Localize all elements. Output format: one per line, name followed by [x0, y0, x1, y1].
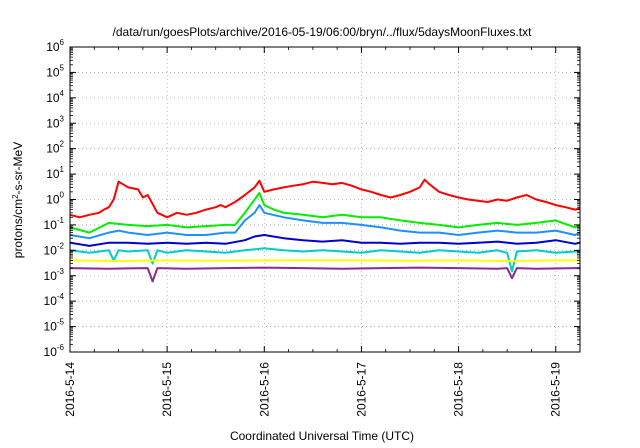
x-tick-label: 2016-5-16	[257, 362, 271, 417]
y-axis-label: protons/cm2-s-sr-MeV	[11, 142, 26, 258]
y-tick-label: 10-1	[44, 216, 65, 232]
series-line	[69, 178, 581, 219]
y-tick-label: 10-4	[44, 292, 65, 308]
series-group	[69, 178, 581, 283]
y-tick-label: 102	[46, 140, 64, 156]
y-axis-ticks: 10-6 10-5 10-4 10-3 10-2 10-1 100 101 102 103 104 1…	[44, 38, 580, 359]
y-tick-label: 104	[46, 89, 64, 105]
x-tick-label: 2016-5-14	[63, 362, 77, 417]
y-tick-label: 100	[46, 191, 64, 207]
y-tick-label: 10-2	[44, 241, 65, 257]
x-axis-label: Coordinated Universal Time (UTC)	[230, 429, 414, 443]
x-axis-ticks: 2016-5-14 2016-5-15 2016-5-16 2016-5-17 2016…	[63, 47, 581, 417]
series-line	[69, 192, 581, 234]
series-line	[69, 259, 580, 262]
x-tick-label: 2016-5-18	[452, 362, 466, 417]
y-tick-label: 10-6	[44, 343, 65, 359]
chart-title: /data/run/goesPlots/archive/2016-05-19/0…	[113, 25, 533, 39]
series-line	[69, 204, 581, 240]
y-tick-label: 103	[46, 114, 64, 130]
y-tick-label: 10-3	[44, 267, 65, 283]
x-tick-label: 2016-5-15	[160, 362, 174, 417]
x-tick-label: 2016-5-19	[549, 362, 563, 417]
y-tick-label: 10-5	[44, 318, 65, 334]
y-tick-label: 105	[46, 63, 64, 79]
series-line	[69, 234, 581, 247]
series-line	[69, 266, 580, 283]
y-tick-label: 106	[46, 38, 64, 54]
x-tick-label: 2016-5-17	[354, 362, 368, 417]
grid-lines	[70, 47, 580, 352]
y-tick-label: 101	[46, 165, 64, 181]
series-line	[69, 247, 580, 273]
